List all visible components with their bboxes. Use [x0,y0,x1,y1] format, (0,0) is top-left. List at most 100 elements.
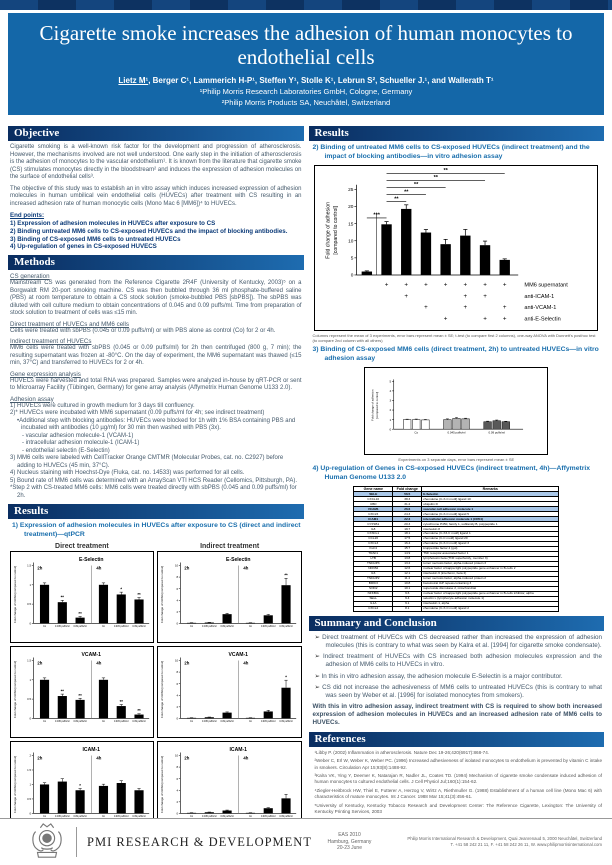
svg-text:4: 4 [390,389,392,393]
svg-text:+: + [483,315,487,322]
svg-text:1: 1 [30,678,32,682]
svg-text:anti-VCAM-1: anti-VCAM-1 [525,305,557,311]
svg-text:1: 1 [390,417,392,421]
results-item2-title: 2) Binding of untreated MM6 cells to CS-… [312,144,590,160]
svg-text:**: ** [78,611,82,616]
svg-text:2: 2 [30,753,32,757]
svg-text:**: ** [61,688,65,693]
svg-text:+: + [424,281,428,288]
references-section-header: References [308,731,604,747]
qpcr-chart-eselectin-direct: E-Selectin Fold change of mRNA [compared … [10,550,155,643]
svg-text:4h: 4h [96,565,101,570]
event-location: Hamburg, Germany [327,838,372,845]
svg-text:0.045 puffs/ml: 0.045 puffs/ml [202,816,217,818]
svg-text:anti-ICAM-1: anti-ICAM-1 [525,293,555,299]
qpcr-chart-grid: E-Selectin Fold change of mRNA [compared … [8,550,304,818]
svg-text:+: + [424,304,428,311]
svg-text:2h: 2h [185,755,190,760]
svg-text:0.09 puffs/ml: 0.09 puffs/ml [280,721,294,723]
svg-text:*: * [285,674,287,679]
svg-text:0.09 puffs/ml: 0.09 puffs/ml [280,816,294,818]
svg-text:VCAM-1: VCAM-1 [229,652,249,658]
contact-line: T. +41 58 242 21 11, F. +41 58 242 26 11… [450,842,602,847]
svg-text:+: + [385,281,389,288]
conclusion-statement: With this in vitro adhesion assay, indir… [312,703,603,727]
svg-text:+: + [405,292,409,299]
svg-text:1.5: 1.5 [27,768,31,772]
svg-text:0.045 puffs/ml: 0.045 puffs/ml [202,721,217,723]
svg-text:2h: 2h [185,565,190,570]
address-line: Philip Morris International Research & D… [407,835,602,841]
svg-text:0: 0 [177,811,179,815]
svg-text:Fold change of adhesion: Fold change of adhesion [371,389,375,421]
svg-text:2h: 2h [37,565,42,570]
svg-text:0: 0 [30,716,32,720]
svg-text:0.045 puffs/ml: 0.045 puffs/ml [202,626,217,628]
svg-text:2h: 2h [185,660,190,665]
svg-text:0: 0 [30,621,32,625]
svg-text:4: 4 [177,598,179,602]
svg-text:Co: Co [190,626,194,628]
summary-bullet-list: Direct treatment of HUVECs with CS decre… [309,634,605,700]
adhesion-step: *Step 2 with CS-treated MM6 cells: MM6 c… [10,485,297,499]
svg-text:2: 2 [177,610,179,614]
svg-text:2h: 2h [37,755,42,760]
svg-text:0.045 puffs/ml: 0.045 puffs/ml [55,721,70,723]
svg-text:0.09 puffs/ml: 0.09 puffs/ml [73,721,87,723]
reference-item: ²Weber C, Erl W, Weber K, Weber PC. (199… [314,758,603,770]
svg-text:4: 4 [177,693,179,697]
methods-subsections: CS generation Mainstream CS was generated… [8,273,304,393]
svg-text:0: 0 [30,811,32,815]
results-item4-title: 4) Up-regulation of Genes in CS-exposed … [312,464,591,481]
svg-text:1: 1 [30,782,32,786]
svg-text:4: 4 [177,788,179,792]
svg-text:anti-E-Selectin: anti-E-Selectin [525,316,561,322]
adhesion-assay-subheading: Adhesion assay [10,395,54,403]
treatment-column-headers: Direct treatment Indirect treatment [8,543,304,550]
methods-subheading: Direct treatment of HUVECs and MM6 cells [10,320,129,328]
svg-text:15: 15 [348,221,354,227]
svg-text:**: ** [120,699,124,704]
svg-text:0.09 puffs/ml: 0.09 puffs/ml [132,816,146,818]
svg-text:0.5: 0.5 [27,697,31,701]
endpoint-item: 4) Up-regulation of genes in CS-exposed … [10,243,157,251]
svg-text:0.09 puffs/ml: 0.09 puffs/ml [489,430,506,434]
summary-bullet: Indirect treatment of HUVECs with CS inc… [315,653,602,669]
svg-text:**: ** [414,182,419,188]
svg-text:8: 8 [177,575,179,579]
svg-text:4h: 4h [244,565,249,570]
svg-text:2: 2 [177,800,179,804]
summary-bullet: CS did not increase the adhesiveness of … [315,684,602,700]
right-column: Results 2) Binding of untreated MM6 cell… [308,122,605,818]
svg-text:0.045 puffs/ml: 0.045 puffs/ml [55,816,70,818]
gene-table-row: CCL20 17.5 chemokine (C-C motif) ligand 20 [353,536,560,543]
svg-text:[compared to control]: [compared to control] [333,205,339,254]
svg-text:8: 8 [177,670,179,674]
objective-paragraph-1: Cigarette smoking is a well-known risk f… [10,144,302,180]
svg-text:0.045 puffs/ml: 0.045 puffs/ml [261,816,276,818]
gene-upregulation-table: Gene name Fold change Remarks SELE 56.5 E-Sel… [353,485,560,612]
svg-text:0.09 puffs/ml: 0.09 puffs/ml [221,626,235,628]
svg-text:25: 25 [348,187,354,193]
methods-text: MM6 cells were treated with sbPBS (0.045… [10,345,302,366]
top-border-band [0,0,612,10]
svg-text:*: * [120,586,122,591]
svg-text:[compared to control]: [compared to control] [375,391,379,418]
direct-treatment-label: Direct treatment [55,542,109,550]
svg-text:**: ** [394,196,399,202]
svg-text:0: 0 [177,716,179,720]
svg-text:0.045 puffs/ml: 0.045 puffs/ml [114,626,129,628]
pmi-crest-logo [32,823,62,858]
svg-text:6: 6 [177,776,179,780]
svg-text:Co: Co [102,626,106,628]
svg-text:0.09 puffs/ml: 0.09 puffs/ml [221,721,235,723]
qpcr-chart-icam1-direct: ICAM-1 Fold change of mRNA [compared to c… [10,740,155,818]
svg-text:Co: Co [43,721,47,723]
svg-text:**: ** [137,708,141,713]
svg-text:Co: Co [102,721,106,723]
svg-text:8: 8 [177,765,179,769]
adhesion-step: 2)* HUVECs were incubated with MM6 super… [10,410,265,416]
endpoint-item: 2) Binding untreated MM6 cells to CS-exp… [10,227,288,235]
poster-footer: PMI RESEARCH & DEVELOPMENT EAS 2010 Hamb… [0,818,612,865]
svg-text:ICAM-1: ICAM-1 [83,747,101,753]
